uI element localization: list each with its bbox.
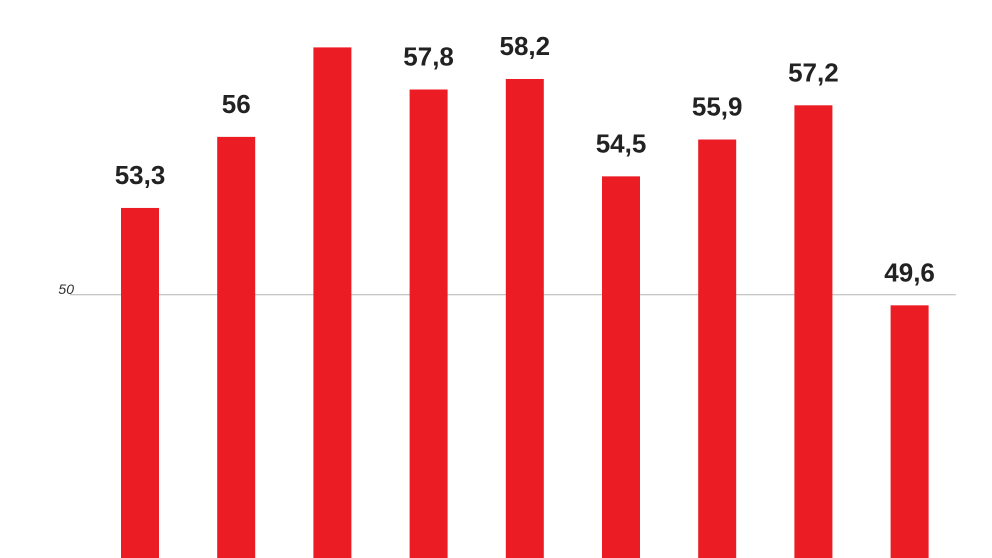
bar-value-label-6: 55,9 [692, 92, 743, 122]
bar-value-label-0: 53,3 [115, 160, 166, 190]
bar-value-label-4: 58,2 [499, 31, 550, 61]
bar-6 [698, 139, 737, 558]
bar-7 [794, 105, 833, 558]
bar-1 [217, 136, 256, 558]
bar-value-label-1: 56 [222, 89, 251, 119]
bars [121, 47, 929, 558]
y-tick-label-0: 50 [58, 281, 74, 297]
bar-value-label-7: 57,2 [788, 57, 839, 87]
bar-2 [313, 47, 352, 558]
y-axis-ticks: 50 [58, 281, 74, 297]
bar-4 [505, 78, 544, 558]
value-labels: 53,3 56 57,8 58,2 54,5 55,9 57,2 49,6 [115, 31, 935, 287]
bar-3 [409, 89, 448, 558]
bar-5 [602, 176, 640, 558]
bar-value-label-3: 57,8 [403, 42, 454, 72]
bar-value-label-5: 54,5 [596, 128, 647, 158]
bar-8 [890, 305, 929, 558]
bar-0 [121, 207, 159, 558]
bar-value-label-8: 49,6 [884, 257, 935, 287]
